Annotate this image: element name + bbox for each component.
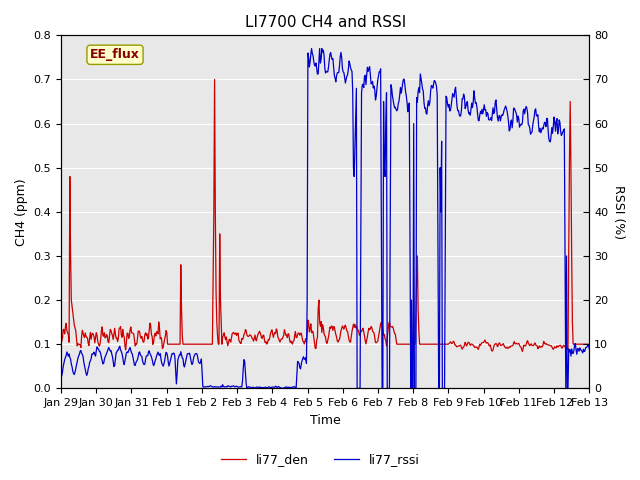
li77_den <box>277 337 285 343</box>
li77_rssi <box>403 93 410 99</box>
X-axis label: Time: Time <box>310 414 340 427</box>
Line: li77_rssi: li77_rssi <box>61 48 625 388</box>
li77_den <box>621 341 628 347</box>
li77_den <box>57 338 65 344</box>
Line: li77_den: li77_den <box>61 80 625 351</box>
li77_rssi <box>124 349 131 355</box>
Title: LI7700 CH4 and RSSI: LI7700 CH4 and RSSI <box>244 15 406 30</box>
li77_rssi <box>378 385 386 391</box>
Text: EE_flux: EE_flux <box>90 48 140 61</box>
li77_den <box>433 341 441 347</box>
li77_rssi <box>227 384 235 390</box>
li77_rssi <box>308 46 316 51</box>
Y-axis label: CH4 (ppm): CH4 (ppm) <box>15 178 28 246</box>
Legend: li77_den, li77_rssi: li77_den, li77_rssi <box>216 448 424 471</box>
li77_rssi <box>276 385 284 391</box>
li77_rssi <box>57 374 65 380</box>
li77_rssi <box>434 242 442 248</box>
li77_rssi <box>621 348 628 354</box>
li77_den <box>228 335 236 340</box>
li77_rssi <box>255 384 262 390</box>
li77_den <box>211 77 218 83</box>
li77_den <box>518 348 526 354</box>
li77_den <box>402 341 410 347</box>
li77_den <box>124 330 131 336</box>
li77_den <box>255 328 263 334</box>
Y-axis label: RSSI (%): RSSI (%) <box>612 185 625 239</box>
